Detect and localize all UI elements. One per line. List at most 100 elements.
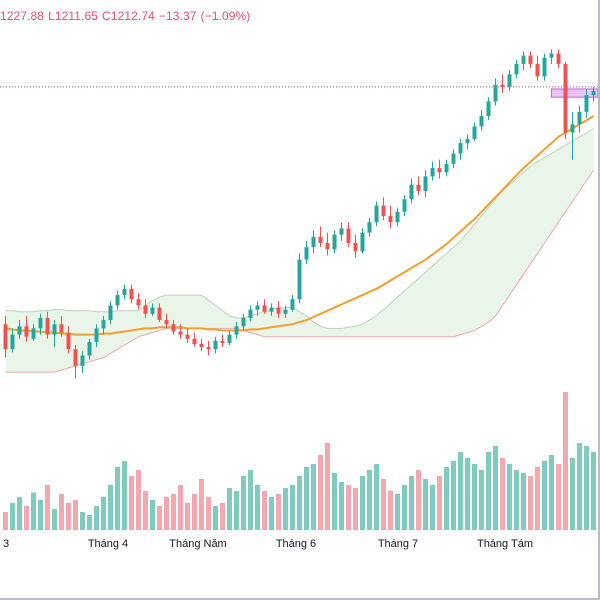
candle-body (542, 57, 547, 77)
candle-body (31, 328, 36, 339)
volume-bar (430, 485, 435, 530)
volume-bar (479, 470, 484, 530)
candle (500, 74, 505, 94)
candle-body (374, 205, 379, 223)
volume-bar (493, 446, 498, 530)
candle (220, 334, 225, 348)
candle-body (10, 334, 15, 350)
candle-body (143, 305, 148, 314)
candle-body (346, 228, 351, 244)
candle (3, 315, 8, 358)
candle-body (486, 101, 491, 116)
candle (479, 109, 484, 131)
candlesticks (3, 49, 596, 379)
candle (234, 322, 239, 339)
volume-bar (465, 458, 470, 530)
candle-body (115, 295, 120, 306)
volume-bar (227, 488, 232, 530)
candle-body (136, 299, 141, 306)
candle (255, 301, 260, 316)
highlight-box (551, 88, 598, 98)
volume-bar (80, 512, 85, 530)
volume-bar (318, 455, 323, 530)
candle-body (472, 126, 477, 139)
volume-bar (283, 488, 288, 530)
candle-body (458, 143, 463, 154)
candle-body (220, 340, 225, 343)
volume-bar (115, 467, 120, 530)
volume-bar (38, 500, 43, 530)
candle (164, 313, 169, 329)
candle-body (430, 168, 435, 177)
volume-bar (507, 464, 512, 530)
candle-body (549, 53, 554, 58)
volume-bar (234, 491, 239, 530)
volume-bar (339, 482, 344, 530)
volume-bar (437, 476, 442, 530)
candle (584, 88, 589, 119)
candle-body (290, 299, 295, 310)
ohlc-low-label: L1211.65 (48, 9, 99, 23)
candle-body (248, 309, 253, 318)
candle (290, 295, 295, 312)
x-tick-label: Tháng Tám (477, 538, 533, 550)
candle (227, 330, 232, 346)
volume-bar (87, 515, 92, 530)
candle (157, 303, 162, 323)
candle-body (38, 317, 43, 329)
candle (542, 53, 547, 81)
candle (437, 159, 442, 179)
volume-bar (220, 503, 225, 530)
volume-bar (45, 485, 50, 530)
candle-body (584, 95, 589, 112)
candle (206, 340, 211, 356)
candle (332, 230, 337, 254)
candle-body (234, 326, 239, 335)
volume-bar (276, 494, 281, 530)
candle-body (101, 320, 106, 329)
candle-body (108, 305, 113, 321)
candle (311, 230, 316, 254)
volume-bar (206, 497, 211, 530)
volume-bar (542, 461, 547, 530)
candle (66, 326, 71, 354)
candle-body (325, 243, 330, 250)
x-tick-label: Tháng 6 (276, 538, 316, 550)
volume-bar (269, 497, 274, 530)
candle-body (129, 288, 134, 300)
candle (416, 176, 421, 196)
candle (346, 222, 351, 248)
candle (521, 51, 526, 71)
volume-bar (514, 470, 519, 530)
candle-body (318, 236, 323, 244)
volume-bar (311, 464, 316, 530)
volume-bar (255, 485, 260, 530)
volume-bar (31, 492, 36, 530)
volume-bar (444, 467, 449, 530)
candle (262, 299, 267, 314)
candle-body (185, 334, 190, 339)
candle-body (563, 63, 568, 133)
candle (360, 228, 365, 254)
candle-body (556, 53, 561, 64)
volume-bar (164, 497, 169, 530)
volume-bar (556, 464, 561, 530)
volume-bar (24, 506, 29, 530)
candle (472, 122, 477, 141)
candle-body (395, 211, 400, 223)
candle (283, 305, 288, 318)
volume-bar (66, 503, 71, 530)
volume-bar (59, 494, 64, 530)
candle-body (332, 234, 337, 250)
x-tick-label: 3 (3, 538, 9, 550)
candle (94, 324, 99, 348)
candle (87, 338, 92, 360)
candle-body (591, 91, 596, 96)
candle (17, 320, 22, 339)
candle (178, 324, 183, 339)
candle (535, 55, 540, 81)
candle (430, 161, 435, 181)
candle-body (402, 199, 407, 212)
candle (269, 303, 274, 316)
